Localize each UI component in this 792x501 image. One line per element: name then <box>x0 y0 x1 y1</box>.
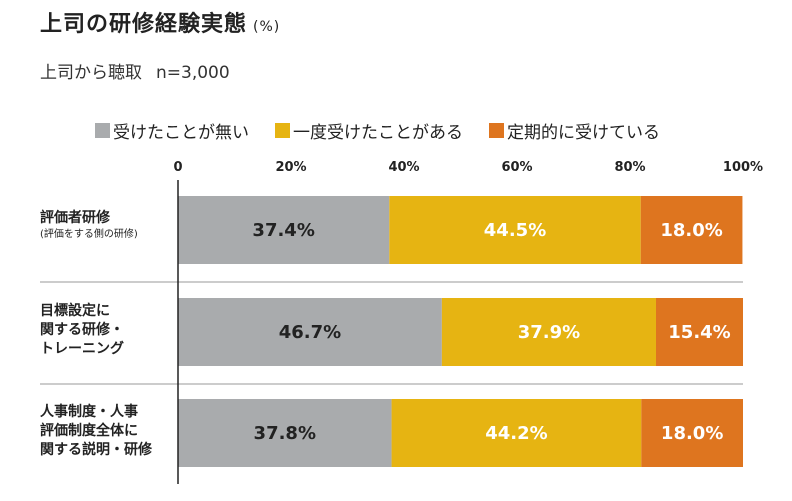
legend-item: 受けたことが無い <box>95 118 249 143</box>
data-label: 37.4% <box>252 220 314 241</box>
category-label-line: トレーニング <box>40 341 124 357</box>
bar-segment <box>641 399 743 467</box>
data-label: 15.4% <box>668 322 730 343</box>
data-label: 46.7% <box>279 322 341 343</box>
category-label: 目標設定に関する研修・ トレーニング <box>40 302 124 359</box>
data-label: 18.0% <box>660 220 722 241</box>
legend-item: 定期的に受けている <box>489 118 660 143</box>
chart-subtitle: 上司から聴取 n=3,000 <box>40 63 230 83</box>
category-label: 人事制度・人事 評価制度全体に 関する説明・研修 <box>40 403 152 460</box>
bar-segment <box>391 399 642 467</box>
sample-size: n=3,000 <box>156 63 230 83</box>
bar-segment <box>178 196 390 264</box>
legend-swatch <box>275 123 290 138</box>
x-tick-label: 40% <box>388 160 419 175</box>
bar-segment <box>441 298 656 366</box>
category-label-line: 目標設定に <box>40 303 110 319</box>
category-label-line: 評価者研修 <box>40 210 110 226</box>
data-label: 44.2% <box>485 423 547 444</box>
category-label-line: 評価制度全体に <box>40 423 138 439</box>
data-label: 37.9% <box>518 322 580 343</box>
x-tick-label: 60% <box>501 160 532 175</box>
category-label-line: 人事制度・人事 <box>40 404 138 420</box>
category-label: 評価者研修 (評価をする側の研修) <box>40 209 138 242</box>
legend-swatch <box>489 123 504 138</box>
x-tick-label: 80% <box>614 160 645 175</box>
legend-item: 一度受けたことがある <box>275 118 463 143</box>
legend-swatch <box>95 123 110 138</box>
legend-label: 受けたことが無い <box>113 123 249 143</box>
legend-label: 一度受けたことがある <box>293 123 463 143</box>
chart-title: 上司の研修経験実態 (%) <box>40 12 281 37</box>
bar-segment <box>178 298 442 366</box>
data-label: 18.0% <box>661 423 723 444</box>
category-note: (評価をする側の研修) <box>40 229 138 240</box>
data-label: 44.5% <box>484 220 546 241</box>
legend-label: 定期的に受けている <box>507 123 660 143</box>
data-label: 37.8% <box>254 423 316 444</box>
legend: 受けたことが無い 一度受けたことがある 定期的に受けている <box>95 118 660 143</box>
bar-segment <box>655 298 743 366</box>
bar-segment <box>178 399 392 467</box>
category-label-line: 関する説明・研修 <box>40 442 152 458</box>
bar-segment <box>389 196 641 264</box>
x-tick-label: 0 <box>173 160 182 175</box>
x-tick-label: 100% <box>723 160 763 175</box>
x-tick-label: 20% <box>275 160 306 175</box>
category-label-line: 関する研修・ <box>40 322 124 338</box>
bar-segment <box>640 196 743 264</box>
title-unit: (%) <box>253 19 281 35</box>
